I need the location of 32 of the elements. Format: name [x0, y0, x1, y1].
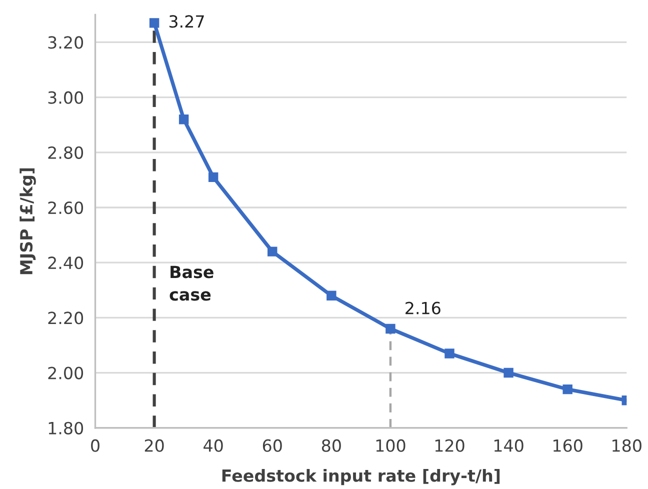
x-tick-label: 80 [322, 439, 341, 452]
y-tick-label: 1.80 [48, 422, 84, 434]
point [178, 114, 189, 124]
x-tick-label: 20 [144, 439, 164, 452]
point [386, 324, 396, 334]
y-axis-title: MJSP [£/kg] [20, 168, 36, 274]
point [326, 290, 336, 301]
y-tick-label: 2.00 [48, 366, 84, 380]
y-tick-label: 3.00 [48, 91, 84, 104]
x-tick-label: 140 [494, 439, 524, 452]
x-tick-label: 160 [554, 439, 582, 452]
x-tick-label: 60 [262, 439, 282, 452]
y-tick-label: 3.20 [48, 36, 84, 49]
x-tick-label: 0 [91, 439, 100, 452]
ref-line-label: Base case [170, 266, 214, 301]
x-tick-label: 40 [204, 439, 223, 452]
point [562, 384, 572, 394]
y-tick-label: 2.80 [48, 146, 84, 159]
y-tick-label: 2.60 [48, 201, 84, 214]
point [208, 172, 218, 182]
x-axis-title: Feedstock input rate [dry-t/h] [222, 469, 500, 486]
point [149, 18, 160, 28]
point [504, 368, 514, 378]
point [444, 348, 454, 358]
y-tick-label: 2.20 [48, 312, 84, 324]
x-tick-label: 180 [612, 439, 642, 452]
annotation: 2.16 [406, 302, 440, 314]
point [268, 246, 278, 256]
x-tick-label: 120 [435, 439, 464, 452]
x-tick-label: 100 [376, 439, 406, 452]
y-tick-label: 2.40 [48, 256, 84, 270]
annotation: 3.27 [169, 15, 204, 28]
